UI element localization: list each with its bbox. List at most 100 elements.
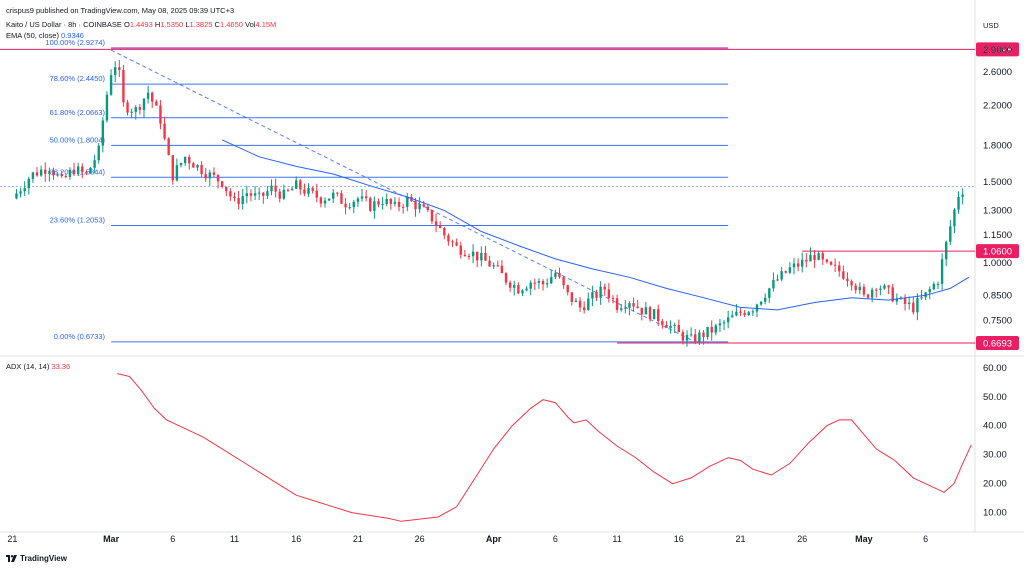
currency-label: USD: [983, 21, 999, 30]
candle-body: [891, 287, 894, 302]
time-tick-label: May: [855, 534, 873, 544]
candle-body: [447, 235, 450, 242]
axes[interactable]: 0.7500 0.8500 1.0000 1.1500 1.3000 1.5000 1.80…: [7, 45, 1012, 544]
candle-body: [550, 277, 553, 284]
candle-body: [615, 298, 619, 310]
candle-body: [759, 301, 763, 305]
candle-body: [303, 189, 306, 194]
candle-body: [624, 307, 627, 309]
candle-body: [60, 174, 63, 177]
time-tick-label: 11: [230, 534, 239, 544]
candle-body: [500, 265, 504, 274]
candle-body: [912, 302, 915, 313]
candle-body: [270, 185, 273, 192]
adx-line: [117, 373, 972, 522]
candle-body: [101, 120, 105, 146]
candle-body: [397, 201, 401, 207]
candle-body: [488, 260, 491, 267]
candle-body: [97, 145, 100, 161]
candle-body: [76, 166, 80, 175]
price-tick-label: 2.9000: [983, 45, 1012, 56]
horizontal-levels[interactable]: 2.9098 1.0600 0.6693: [0, 42, 1019, 351]
candle-body: [130, 111, 133, 113]
fib-level-label: 0.00% (0.6733): [54, 332, 106, 341]
candle-body: [558, 273, 561, 278]
candle-body: [183, 156, 187, 164]
candle-body: [714, 325, 718, 333]
adx-legend[interactable]: ADX (14, 14) 33.36: [6, 362, 70, 371]
symbol-legend[interactable]: Kaito / US Dollar · 8h · COINBASE O1.449…: [6, 20, 276, 29]
candle-body: [669, 325, 672, 328]
candle-body: [401, 206, 405, 208]
candle-body: [426, 206, 430, 211]
candle-body: [360, 196, 364, 199]
candle-body: [607, 289, 611, 298]
candle-body: [681, 332, 685, 341]
candle-body: [537, 281, 541, 283]
candle-body: [64, 176, 68, 178]
candle-body: [159, 105, 162, 124]
candle-body: [463, 254, 467, 256]
candle-body: [352, 201, 355, 208]
candle-body: [694, 334, 697, 342]
candle-body: [237, 198, 240, 205]
candle-body: [858, 286, 862, 291]
candle-body: [504, 273, 508, 283]
candle-body: [907, 302, 911, 305]
candle-body: [151, 92, 154, 102]
candle-body: [134, 107, 137, 112]
candle-body: [817, 253, 820, 260]
candle-body: [241, 196, 244, 205]
adx-value: 33.36: [51, 362, 71, 371]
candle-body: [805, 259, 808, 262]
fib-level-label: 23.60% (1.2053): [50, 216, 106, 225]
candle-body: [336, 192, 339, 194]
candle-body: [27, 178, 30, 189]
time-tick-label: 16: [291, 534, 301, 544]
candle-body: [582, 307, 586, 311]
candle-body: [229, 191, 232, 197]
candle-body: [838, 265, 841, 272]
candle-body: [418, 204, 421, 210]
candle-body: [726, 317, 730, 323]
tradingview-brand[interactable]: TradingView: [6, 554, 67, 563]
grid-lines: [0, 0, 1024, 533]
candle-body: [796, 263, 800, 267]
candle-body: [126, 102, 129, 113]
candle-body: [377, 201, 380, 205]
candle-body: [93, 160, 96, 168]
volume-value: 4.15M: [255, 20, 277, 29]
candle-body: [603, 286, 606, 290]
candle-body: [389, 198, 393, 204]
candle-body: [628, 303, 631, 308]
candle-body: [179, 163, 183, 166]
candle-body: [706, 326, 709, 338]
candle-body: [467, 255, 471, 257]
publisher-text: crispus9 published on TradingView.com, M…: [6, 6, 235, 15]
candle-body: [332, 192, 335, 199]
candle-body: [554, 273, 557, 278]
candle-body: [381, 204, 384, 206]
time-tick-label: 21: [735, 534, 745, 544]
fibonacci-retracement[interactable]: 100.00% (2.9274) 78.60% (2.4450) 61.80% (2…: [45, 38, 729, 343]
candle-body: [266, 191, 269, 196]
candle-body: [780, 271, 783, 280]
ohlc-l-value: 1.3825: [189, 20, 213, 29]
candle-body: [344, 203, 347, 208]
candle-body: [809, 255, 812, 262]
candle-body: [842, 271, 845, 279]
time-tick-label: 26: [797, 534, 807, 544]
candle-body: [545, 283, 549, 285]
candle-body: [274, 185, 277, 192]
candle-body: [188, 156, 191, 164]
candle-body: [949, 226, 952, 242]
candle-body: [31, 172, 35, 179]
time-tick-label: 11: [612, 534, 621, 544]
candle-body: [225, 186, 228, 192]
ohlc-o-label: O: [123, 20, 130, 29]
candle-body: [673, 325, 676, 327]
candle-body: [866, 294, 870, 298]
ema-legend[interactable]: EMA (50, close) 0.9346: [6, 31, 84, 40]
candle-body: [68, 169, 72, 177]
